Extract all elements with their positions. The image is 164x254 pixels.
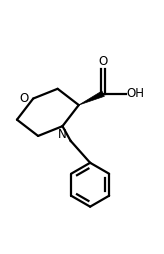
Text: O: O [20,92,29,105]
Polygon shape [79,91,104,105]
Text: O: O [99,55,108,68]
Text: N: N [58,128,67,141]
Text: OH: OH [127,87,145,100]
